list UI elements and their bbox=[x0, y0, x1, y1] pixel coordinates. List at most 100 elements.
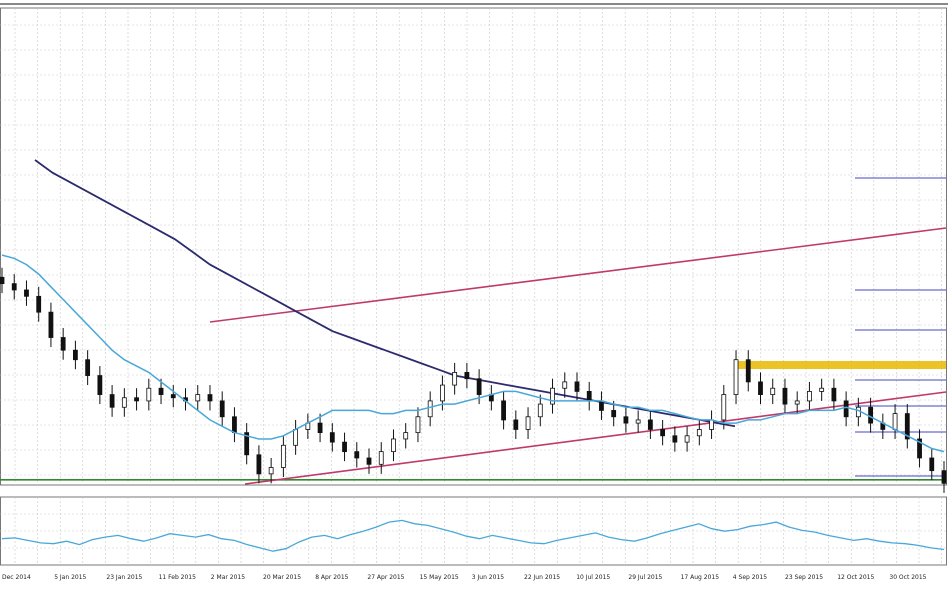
candle-body bbox=[892, 413, 898, 430]
x-axis: Dec 2014 5 Jan 2015 23 Jan 2015 11 Feb 2015… bbox=[2, 574, 927, 581]
candle-body bbox=[917, 438, 922, 459]
grid bbox=[0, 3, 948, 566]
candle-body bbox=[170, 394, 176, 399]
x-tick-label: Dec 2014 bbox=[2, 574, 31, 581]
candle-body bbox=[611, 410, 617, 418]
candle-body bbox=[415, 416, 421, 434]
x-tick-label: 23 Jan 2015 bbox=[106, 574, 142, 581]
candle-body bbox=[342, 441, 347, 453]
candle-body bbox=[121, 397, 127, 408]
candle-body bbox=[672, 435, 678, 443]
candle-body bbox=[293, 429, 299, 446]
main-frame bbox=[0, 7, 947, 486]
candle-body bbox=[391, 438, 396, 453]
candle-body bbox=[562, 381, 568, 389]
candle-body bbox=[378, 451, 384, 465]
x-tick-label: 4 Sep 2015 bbox=[733, 574, 767, 581]
candle-body bbox=[366, 457, 372, 465]
x-tick-label: 11 Feb 2015 bbox=[159, 574, 197, 581]
candle-body bbox=[855, 406, 861, 418]
candle-body bbox=[929, 457, 935, 472]
candle-body bbox=[329, 432, 335, 443]
candle-body bbox=[280, 444, 286, 468]
candle-body bbox=[941, 470, 947, 484]
candle-body bbox=[11, 283, 17, 291]
candle-body bbox=[868, 406, 873, 424]
candle-body bbox=[134, 397, 139, 402]
candle-body bbox=[660, 429, 666, 437]
x-tick-label: 10 Jul 2015 bbox=[576, 574, 610, 581]
candle-body bbox=[513, 419, 519, 430]
x-tick-label: 15 May 2015 bbox=[420, 574, 459, 581]
candle-body bbox=[476, 378, 482, 395]
candle-body bbox=[158, 387, 164, 395]
oscillator-line bbox=[1, 519, 945, 552]
candle-body bbox=[207, 394, 213, 402]
candle-body bbox=[403, 432, 409, 440]
candle-body bbox=[85, 359, 91, 376]
x-tick-label: 5 Jan 2015 bbox=[54, 574, 86, 581]
candle-body bbox=[709, 419, 714, 430]
candle-body bbox=[623, 416, 629, 424]
channel-upper-line bbox=[209, 227, 947, 323]
candle-body bbox=[427, 400, 433, 418]
candle-body bbox=[440, 384, 445, 402]
candle-body bbox=[48, 311, 54, 338]
candle-body bbox=[696, 429, 702, 437]
candle-body bbox=[647, 419, 653, 430]
x-tick-label: 29 Jul 2015 bbox=[628, 574, 662, 581]
x-tick-label: 3 Jun 2015 bbox=[472, 574, 504, 581]
candle-body bbox=[60, 337, 66, 351]
resistance-zone bbox=[735, 361, 946, 369]
main-panel bbox=[0, 159, 947, 493]
candle-body bbox=[36, 295, 42, 313]
candle-body bbox=[452, 371, 458, 386]
candle-body bbox=[109, 394, 115, 408]
candle-body bbox=[635, 419, 641, 424]
x-tick-label: 22 Jun 2015 bbox=[524, 574, 560, 581]
oscillator-panel bbox=[1, 519, 945, 552]
x-tick-label: 8 Apr 2015 bbox=[315, 574, 348, 581]
x-tick-label: 20 Mar 2015 bbox=[263, 574, 301, 581]
candle-body bbox=[574, 381, 580, 392]
x-tick-label: 17 Aug 2015 bbox=[681, 574, 720, 581]
channel-lower-line bbox=[244, 391, 947, 485]
candle-body bbox=[537, 403, 543, 418]
candle-body bbox=[831, 387, 837, 402]
candle-body bbox=[146, 387, 152, 402]
candle-body bbox=[501, 400, 506, 421]
candle-body bbox=[586, 391, 592, 402]
candle-body bbox=[904, 413, 910, 440]
x-tick-label: 12 Oct 2015 bbox=[837, 574, 874, 581]
candle-body bbox=[268, 467, 274, 475]
fast-moving-average-line bbox=[1, 254, 945, 453]
candle-body bbox=[758, 381, 763, 395]
x-tick-label: 27 Apr 2015 bbox=[367, 574, 404, 581]
candle-body bbox=[73, 349, 78, 361]
candle-body bbox=[733, 359, 739, 395]
candle-body bbox=[232, 416, 237, 434]
x-tick-label: 2 Mar 2015 bbox=[211, 574, 245, 581]
x-tick-label: 23 Sep 2015 bbox=[785, 574, 823, 581]
candle-body bbox=[97, 375, 103, 395]
candle-body bbox=[195, 394, 201, 402]
candle-body bbox=[219, 400, 225, 418]
candle-body bbox=[599, 400, 604, 411]
candle-body bbox=[807, 391, 812, 402]
candle-body bbox=[550, 387, 555, 405]
candle-body bbox=[354, 451, 360, 459]
candle-body bbox=[721, 394, 727, 421]
candle-body bbox=[770, 387, 776, 395]
candle-body bbox=[317, 422, 323, 434]
candle-body bbox=[256, 454, 262, 475]
x-tick-label: 30 Oct 2015 bbox=[889, 574, 926, 581]
candle-body bbox=[525, 416, 531, 430]
candle-body bbox=[244, 432, 250, 456]
candle-body bbox=[819, 387, 825, 392]
candle-body bbox=[24, 289, 29, 297]
candle-body bbox=[464, 371, 470, 380]
candle-body bbox=[843, 400, 849, 418]
candle-body bbox=[0, 276, 5, 285]
